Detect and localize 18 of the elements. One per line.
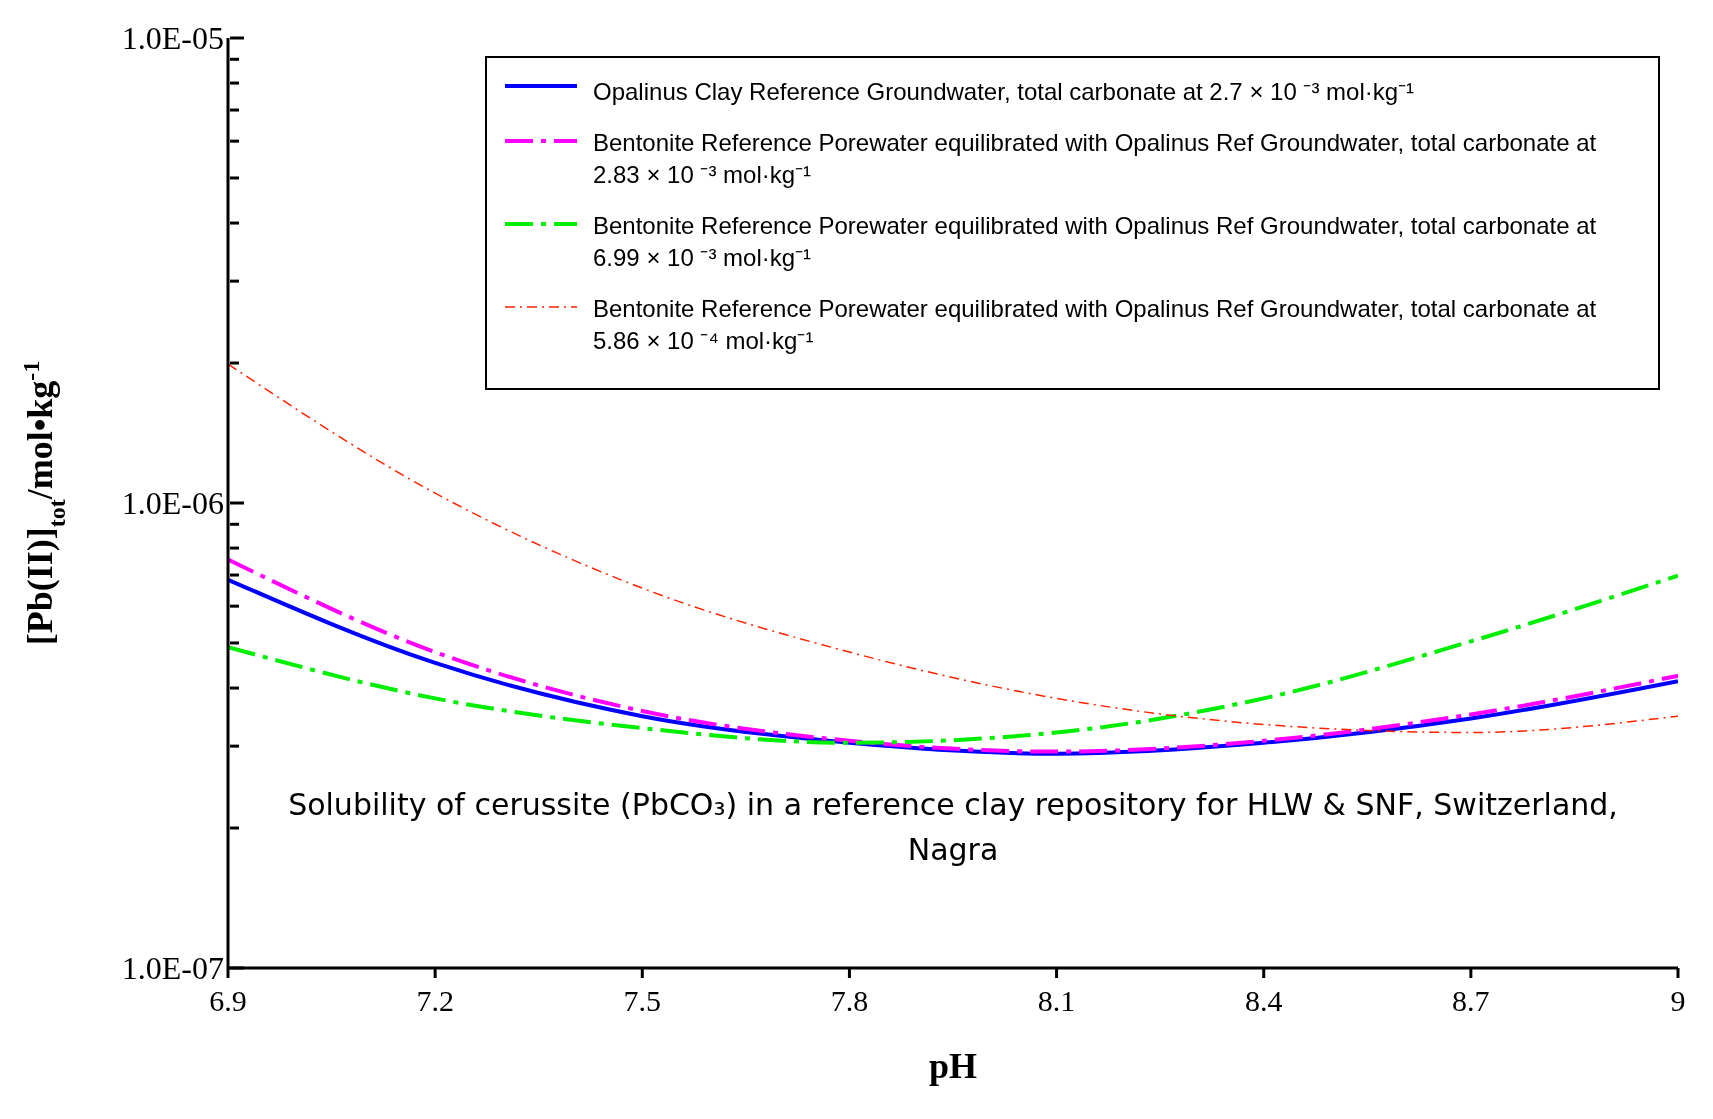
x-tick-label: 8.4: [1244, 984, 1283, 1018]
x-tick-label: 6.9: [209, 984, 247, 1018]
legend-label: Bentonite Reference Porewater equilibrated with Opalinus Ref Groundwater, total carbonate at 2.83 × 10 ⁻³ mol·kg⁻¹: [593, 129, 1598, 190]
x-tick-label: 7.5: [623, 984, 662, 1018]
x-tick-label: 9: [1670, 984, 1686, 1018]
x-axis-title: pH: [928, 1046, 978, 1086]
x-tick-label: 7.2: [416, 984, 454, 1018]
y-tick-label: 1.0E-07: [121, 950, 224, 987]
x-tick-label: 7.8: [830, 984, 869, 1018]
y-tick-label: 1.0E-06: [121, 485, 224, 522]
legend-label: Opalinus Clay Reference Groundwater, total carbonate at 2.7 × 10 ⁻³ mol·kg⁻¹: [593, 77, 1415, 107]
annotation: Solubility of cerussite (PbCO₃) in a reference clay repository for HLW & SNF, Switzerland, Nagra: [287, 786, 1619, 869]
legend-label: Bentonite Reference Porewater equilibrated with Opalinus Ref Groundwater, total carbonate at 5.86 × 10 ⁻⁴ mol·kg⁻¹: [593, 295, 1598, 356]
x-tick-label: 8.1: [1037, 984, 1076, 1018]
legend-label: Bentonite Reference Porewater equilibrated with Opalinus Ref Groundwater, total carbonate at 6.99 × 10 ⁻³ mol·kg⁻¹: [593, 212, 1598, 273]
y-tick-label: 1.0E-05: [121, 20, 224, 57]
line-series: [228, 363, 1678, 734]
x-tick-label: 8.7: [1452, 984, 1490, 1018]
